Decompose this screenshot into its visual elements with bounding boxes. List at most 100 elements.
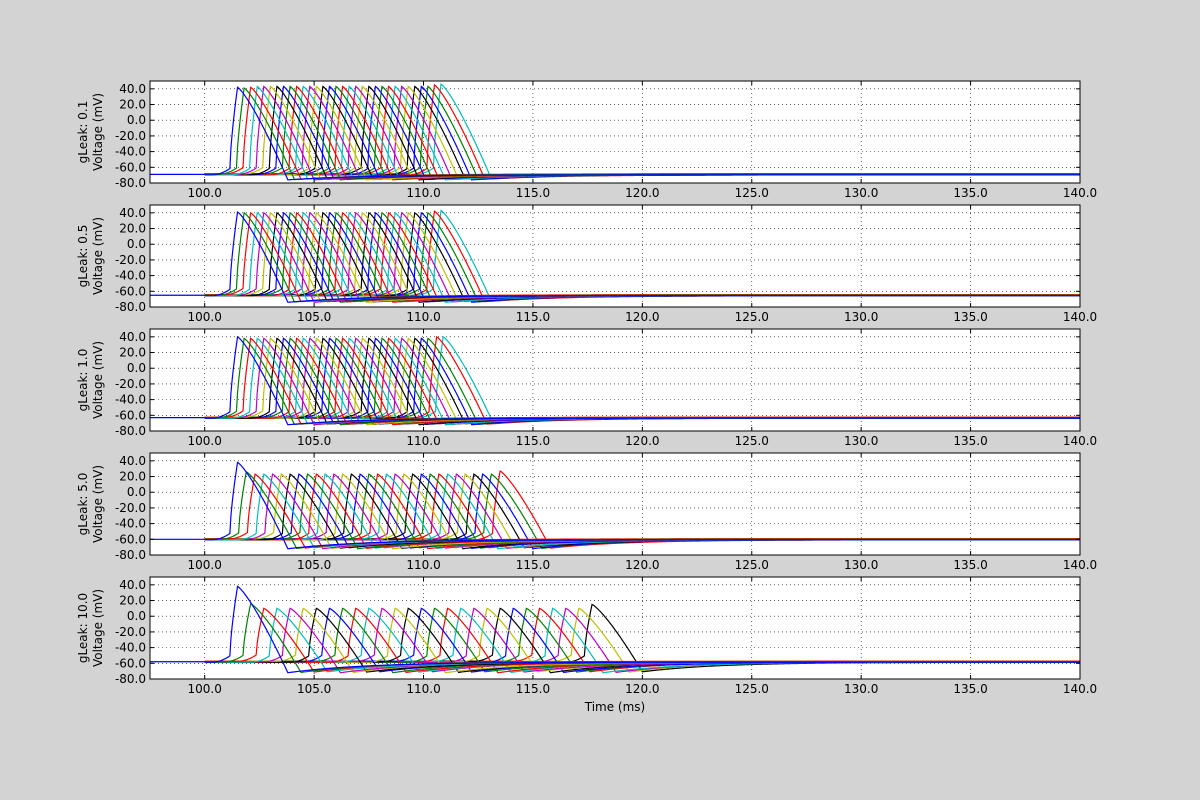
panel-3: 100.0 105.0 110.0 115.0 120.0 125.0 130.0 135.0… bbox=[76, 328, 1097, 448]
x-tick-label: 125.0 bbox=[735, 434, 769, 448]
y-tick-label: 0.0 bbox=[127, 113, 146, 127]
y-tick-label: -60.0 bbox=[115, 532, 146, 546]
panel-4-trace-1 bbox=[204, 461, 1080, 550]
panel-1-ylabel: Voltage (mV) bbox=[91, 93, 105, 171]
x-tick-label: 130.0 bbox=[844, 186, 878, 200]
x-tick-label: 105.0 bbox=[297, 682, 331, 696]
panel-2: 100.0 105.0 110.0 115.0 120.0 125.0 130.0 135.0… bbox=[76, 204, 1097, 324]
y-tick-label: 20.0 bbox=[119, 470, 146, 484]
x-tick-label: 135.0 bbox=[953, 310, 987, 324]
y-tick-label: -20.0 bbox=[115, 129, 146, 143]
panel-4-label: gLeak: 5.0 bbox=[76, 473, 90, 536]
x-tick-label: 120.0 bbox=[625, 186, 659, 200]
y-tick-label: 20.0 bbox=[119, 222, 146, 236]
x-tick-label: 130.0 bbox=[844, 434, 878, 448]
x-tick-label: 110.0 bbox=[406, 682, 440, 696]
x-tick-label: 120.0 bbox=[625, 434, 659, 448]
x-tick-label: 115.0 bbox=[516, 186, 550, 200]
panel-4-frame bbox=[149, 452, 1081, 556]
panel-5-frame bbox=[149, 576, 1081, 680]
x-axis-label: Time (ms) bbox=[584, 700, 646, 714]
y-tick-label: -60.0 bbox=[115, 160, 146, 174]
x-tick-label: 105.0 bbox=[297, 434, 331, 448]
x-tick-label: 140.0 bbox=[1063, 310, 1097, 324]
panel-1: 100.0 105.0 110.0 115.0 120.0 125.0 130.0 135.0… bbox=[76, 80, 1097, 200]
x-tick-label: 115.0 bbox=[516, 434, 550, 448]
x-tick-label: 110.0 bbox=[406, 558, 440, 572]
panel-3-ylabel: Voltage (mV) bbox=[91, 341, 105, 419]
x-tick-label: 100.0 bbox=[188, 682, 222, 696]
panel-5: 100.0 105.0 110.0 115.0 120.0 125.0 130.0 135.0… bbox=[76, 576, 1097, 696]
x-tick-label: 140.0 bbox=[1063, 682, 1097, 696]
x-tick-label: 130.0 bbox=[844, 558, 878, 572]
x-tick-label: 110.0 bbox=[406, 186, 440, 200]
y-tick-label: 40.0 bbox=[119, 82, 146, 96]
y-tick-label: -20.0 bbox=[115, 377, 146, 391]
y-tick-label: -80.0 bbox=[115, 548, 146, 562]
x-tick-label: 130.0 bbox=[844, 310, 878, 324]
panel-2-ticks: 100.0 105.0 110.0 115.0 120.0 125.0 130.0 135.0… bbox=[115, 205, 1097, 324]
x-tick-label: 140.0 bbox=[1063, 434, 1097, 448]
x-tick-label: 140.0 bbox=[1063, 186, 1097, 200]
y-tick-label: 40.0 bbox=[119, 330, 146, 344]
y-tick-label: -20.0 bbox=[115, 501, 146, 515]
y-tick-label: 20.0 bbox=[119, 594, 146, 608]
y-tick-label: 40.0 bbox=[119, 578, 146, 592]
panel-3-trace-1 bbox=[204, 335, 1080, 426]
y-tick-label: -60.0 bbox=[115, 284, 146, 298]
y-tick-label: -40.0 bbox=[115, 517, 146, 531]
y-tick-label: 0.0 bbox=[127, 609, 146, 623]
x-tick-label: 125.0 bbox=[735, 558, 769, 572]
y-tick-label: -80.0 bbox=[115, 176, 146, 190]
y-tick-label: -60.0 bbox=[115, 408, 146, 422]
x-tick-label: 130.0 bbox=[844, 682, 878, 696]
panel-4-ticks: 100.0 105.0 110.0 115.0 120.0 125.0 130.0 135.0… bbox=[115, 453, 1097, 572]
y-tick-label: 0.0 bbox=[127, 237, 146, 251]
y-tick-label: -80.0 bbox=[115, 300, 146, 314]
panel-3-label: gLeak: 1.0 bbox=[76, 349, 90, 412]
y-tick-label: -40.0 bbox=[115, 269, 146, 283]
x-tick-label: 135.0 bbox=[953, 682, 987, 696]
y-tick-label: 20.0 bbox=[119, 98, 146, 112]
x-tick-label: 105.0 bbox=[297, 186, 331, 200]
y-tick-label: -40.0 bbox=[115, 641, 146, 655]
x-tick-label: 100.0 bbox=[188, 558, 222, 572]
x-tick-label: 105.0 bbox=[297, 310, 331, 324]
x-tick-label: 135.0 bbox=[953, 558, 987, 572]
y-tick-label: -20.0 bbox=[115, 253, 146, 267]
x-tick-label: 115.0 bbox=[516, 310, 550, 324]
y-tick-label: 40.0 bbox=[119, 206, 146, 220]
x-tick-label: 115.0 bbox=[516, 682, 550, 696]
x-tick-label: 100.0 bbox=[188, 434, 222, 448]
y-tick-label: -40.0 bbox=[115, 393, 146, 407]
panel-3-ticks: 100.0 105.0 110.0 115.0 120.0 125.0 130.0 135.0… bbox=[115, 329, 1097, 448]
x-tick-label: 115.0 bbox=[516, 558, 550, 572]
x-tick-label: 100.0 bbox=[188, 310, 222, 324]
y-tick-label: 0.0 bbox=[127, 485, 146, 499]
panel-5-ylabel: Voltage (mV) bbox=[91, 589, 105, 667]
panel-1-ticks: 100.0 105.0 110.0 115.0 120.0 125.0 130.0 135.0… bbox=[115, 81, 1097, 200]
panel-4-traces bbox=[204, 461, 1080, 550]
panel-1-trace-1 bbox=[204, 86, 1080, 181]
panel-2-frame bbox=[149, 204, 1081, 308]
y-tick-label: -20.0 bbox=[115, 625, 146, 639]
x-tick-label: 120.0 bbox=[625, 558, 659, 572]
panel-2-ylabel: Voltage (mV) bbox=[91, 217, 105, 295]
panel-5-trace-1 bbox=[204, 585, 1080, 674]
panel-5-ticks: 100.0 105.0 110.0 115.0 120.0 125.0 130.0 135.0… bbox=[115, 577, 1097, 696]
panel-5-traces bbox=[204, 585, 1080, 674]
y-tick-label: -40.0 bbox=[115, 145, 146, 159]
y-tick-label: 40.0 bbox=[119, 454, 146, 468]
panel-3-traces bbox=[204, 335, 1080, 426]
x-tick-label: 135.0 bbox=[953, 434, 987, 448]
x-tick-label: 110.0 bbox=[406, 310, 440, 324]
y-tick-label: 0.0 bbox=[127, 361, 146, 375]
panel-4-ylabel: Voltage (mV) bbox=[91, 465, 105, 543]
panel-2-trace-1 bbox=[204, 211, 1080, 303]
x-tick-label: 120.0 bbox=[625, 310, 659, 324]
x-tick-label: 120.0 bbox=[625, 682, 659, 696]
y-tick-label: 20.0 bbox=[119, 346, 146, 360]
panel-4: 100.0 105.0 110.0 115.0 120.0 125.0 130.0 135.0… bbox=[76, 452, 1097, 572]
x-tick-label: 110.0 bbox=[406, 434, 440, 448]
